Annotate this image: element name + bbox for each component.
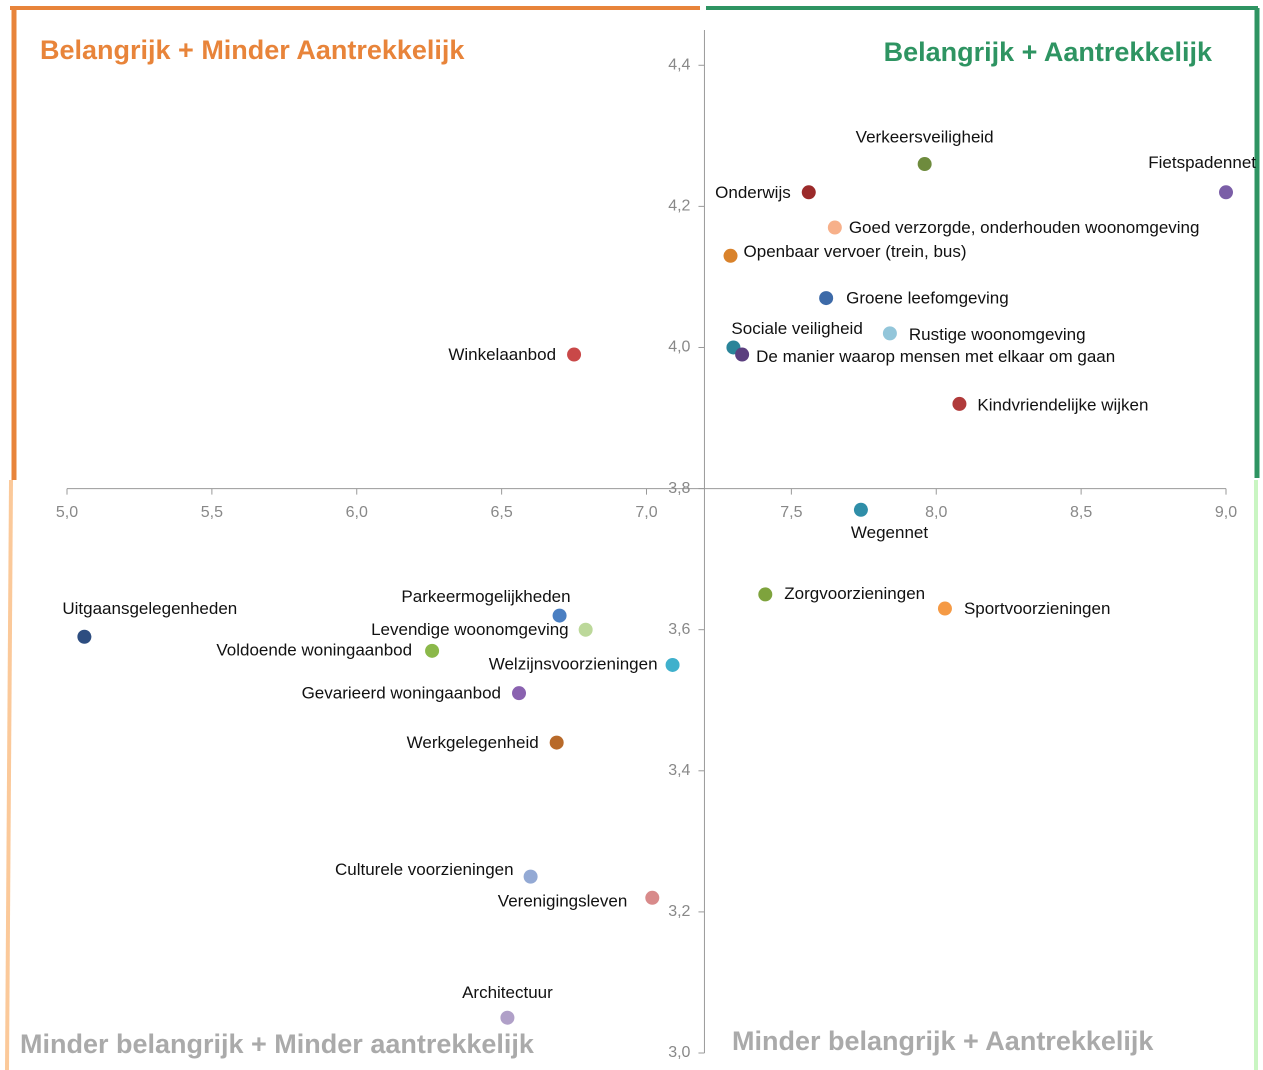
y-tick-label: 3,0 — [668, 1044, 690, 1061]
point — [937, 601, 952, 616]
point — [853, 502, 868, 517]
point-label: Rustige woonomgeving — [909, 325, 1086, 344]
x-tick-label: 6,5 — [491, 504, 513, 521]
point-label: Kindvriendelijke wijken — [977, 395, 1148, 414]
point-label: Winkelaanbod — [448, 345, 556, 364]
point — [758, 587, 773, 602]
x-tick-label: 8,5 — [1070, 504, 1092, 521]
point — [512, 686, 527, 701]
point — [917, 157, 932, 172]
y-tick-label: 3,8 — [668, 480, 690, 497]
x-tick-label: 5,0 — [56, 504, 78, 521]
point-label: Levendige woonomgeving — [371, 620, 569, 639]
y-tick-label: 3,2 — [668, 903, 690, 920]
y-tick-label: 4,2 — [668, 198, 690, 215]
point — [77, 629, 92, 644]
point-label: Sociale veiligheid — [731, 319, 862, 338]
x-tick-label: 9,0 — [1215, 504, 1237, 521]
point — [500, 1010, 515, 1025]
x-tick-label: 7,0 — [635, 504, 657, 521]
y-tick-label: 3,4 — [668, 762, 690, 779]
point — [645, 890, 660, 905]
point — [952, 396, 967, 411]
point — [819, 291, 834, 306]
point-label: Openbaar vervoer (trein, bus) — [744, 242, 967, 261]
x-tick-label: 7,5 — [780, 504, 802, 521]
point-label: Voldoende woningaanbod — [216, 640, 412, 659]
point — [523, 869, 538, 884]
point — [882, 326, 897, 341]
point — [1219, 185, 1233, 200]
x-tick-label: 8,0 — [925, 504, 947, 521]
quadrant-border — [5, 479, 13, 1070]
y-tick-label: 4,4 — [668, 56, 690, 73]
point — [827, 220, 842, 235]
point-label: Onderwijs — [715, 183, 791, 202]
quadrant-title: Minder belangrijk + Aantrekkelijk — [732, 1026, 1154, 1056]
point — [578, 622, 593, 637]
y-tick-label: 3,6 — [668, 621, 690, 638]
point — [549, 735, 564, 750]
point — [665, 657, 680, 672]
point — [552, 608, 567, 623]
point-label: Verkeersveiligheid — [856, 128, 994, 147]
point-label: Culturele voorzieningen — [335, 860, 514, 879]
point — [801, 185, 816, 200]
quadrant-title: Belangrijk + Minder Aantrekkelijk — [40, 35, 465, 65]
point-label: Groene leefomgeving — [846, 289, 1009, 308]
point — [735, 347, 750, 362]
point-label: Zorgvoorzieningen — [784, 584, 925, 603]
quadrant-title: Minder belangrijk + Minder aantrekkelijk — [20, 1029, 535, 1059]
point — [425, 643, 440, 658]
point-label: Verenigingsleven — [498, 891, 627, 910]
point-label: Architectuur — [462, 983, 553, 1002]
point-label: Welzijnsvoorzieningen — [489, 654, 658, 673]
point-label: Fietspadennet — [1148, 153, 1256, 172]
point-label: Parkeermogelijkheden — [401, 587, 570, 606]
quadrant-title: Belangrijk + Aantrekkelijk — [884, 37, 1213, 67]
point-label: Goed verzorgde, onderhouden woonomgeving — [849, 218, 1200, 237]
x-tick-label: 5,5 — [201, 504, 223, 521]
point-label: Uitgaansgelegenheden — [62, 599, 237, 618]
point-label: De manier waarop mensen met elkaar om ga… — [756, 347, 1115, 366]
point-label: Wegennet — [851, 523, 928, 542]
point — [723, 248, 738, 263]
point — [567, 347, 582, 362]
point-label: Sportvoorzieningen — [964, 599, 1110, 618]
point-label: Werkgelegenheid — [407, 733, 539, 752]
point-label: Gevarieerd woningaanbod — [302, 684, 501, 703]
x-tick-label: 6,0 — [346, 504, 368, 521]
y-tick-label: 4,0 — [668, 339, 690, 356]
